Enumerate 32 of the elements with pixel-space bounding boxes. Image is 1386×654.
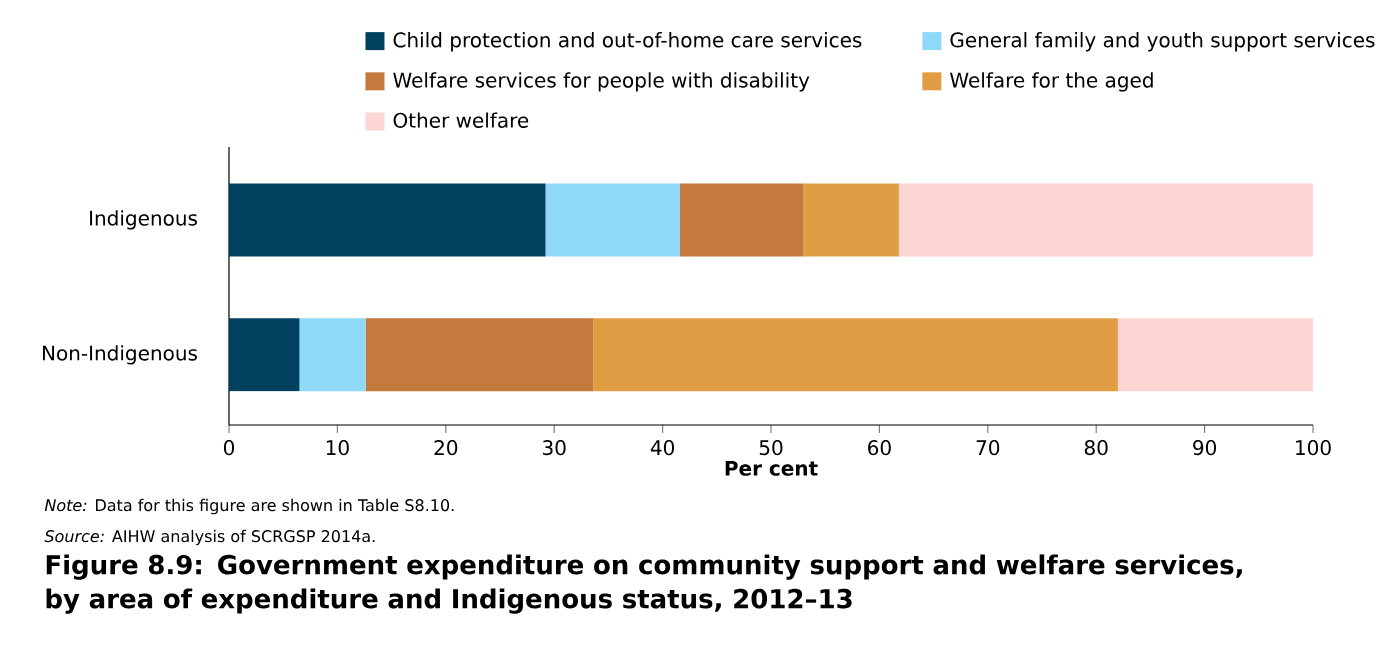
text: Figure 8.9: Government expenditure on community support and welfare services, by area of expenditure and Indigenous status, 2012–13 — [46, 554, 1242, 614]
text: Source: AIHW analysis of SCRGSP 2014a. — [44, 529, 375, 546]
bar — [679, 183, 804, 257]
bar — [898, 183, 1314, 257]
x-tick-label: 70 — [976, 440, 1000, 456]
x-tick-label: 100 — [1296, 440, 1331, 456]
legend-label: General family and youth support services — [950, 32, 1375, 52]
x-tick-label: 80 — [1084, 440, 1108, 456]
y-tick-label: Non-Indigenous — [42, 345, 197, 365]
x-axis-title: Per cent — [725, 460, 818, 476]
bar — [229, 183, 546, 257]
y-tick-label: Indigenous — [90, 210, 197, 230]
x-tick-label: 30 — [543, 440, 566, 456]
x-tick-label: 10 — [326, 440, 349, 456]
bar — [1117, 318, 1314, 392]
bar — [365, 318, 594, 392]
legend-label: Other welfare — [393, 112, 529, 128]
text: Note: Data for this figure are shown in Table S8.10. — [44, 498, 454, 515]
bar — [229, 318, 300, 392]
bar — [593, 318, 1118, 392]
x-tick-label: 50 — [759, 440, 783, 456]
x-tick-label: 90 — [1193, 440, 1217, 456]
x-tick-label: 60 — [868, 440, 891, 456]
bar — [545, 183, 680, 257]
bar — [803, 183, 899, 257]
x-tick-label: 20 — [434, 440, 458, 456]
x-tick-label: 40 — [650, 440, 675, 456]
bar — [299, 318, 366, 392]
legend-label: Welfare for the aged — [950, 72, 1153, 92]
legend-label: Welfare services for people with disability — [393, 72, 810, 92]
legend-label: Child protection and out-of-home care services — [393, 32, 862, 52]
x-tick-label: 0 — [223, 440, 235, 456]
